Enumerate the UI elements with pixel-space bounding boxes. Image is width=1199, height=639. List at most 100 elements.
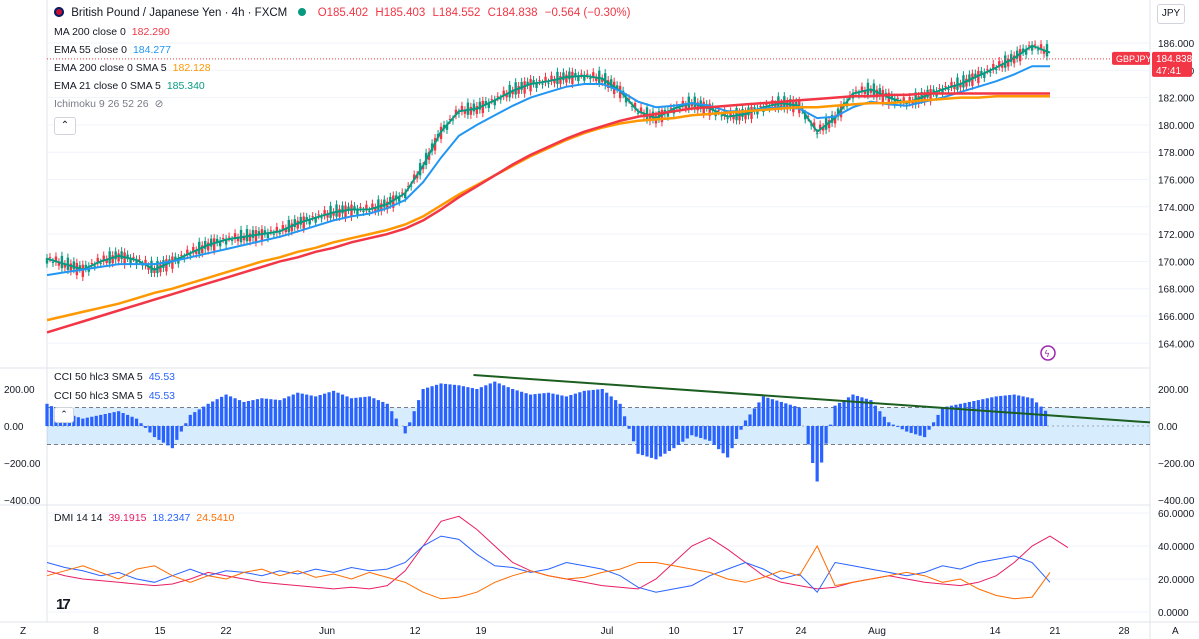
- cci-bar: [573, 393, 577, 426]
- cci-bar: [493, 381, 497, 426]
- cci-bar: [94, 415, 98, 426]
- candle-body: [99, 262, 102, 264]
- legend-cci-2[interactable]: CCI 50 hlc3 SMA 5 45.53: [54, 390, 175, 403]
- legend-ema55[interactable]: EMA 55 close 0 184.277: [54, 44, 171, 57]
- zoom-left-button[interactable]: Z: [20, 626, 26, 637]
- candle-body: [932, 89, 935, 93]
- candle-body: [48, 257, 52, 259]
- candle-body: [678, 108, 682, 110]
- candle-body: [830, 114, 834, 123]
- price-pane[interactable]: ϟ: [45, 39, 1150, 361]
- candle-body: [451, 119, 455, 121]
- cci-bar: [1039, 406, 1043, 426]
- cci-bar: [645, 426, 649, 457]
- candle-body: [1036, 49, 1040, 51]
- cci-bar: [945, 406, 949, 426]
- cci-bar: [112, 412, 116, 426]
- price-tick-label: 176.000: [1158, 176, 1195, 187]
- cci-bar: [846, 397, 851, 426]
- collapse-cci-button[interactable]: ⌃: [54, 407, 74, 423]
- cci-bar: [967, 401, 972, 426]
- candle-body: [875, 89, 879, 98]
- cci-bar: [291, 394, 295, 426]
- lightning-icon[interactable]: [1040, 345, 1056, 361]
- candle-body: [1015, 50, 1019, 59]
- cci-bar: [475, 389, 479, 426]
- candle-body: [445, 124, 449, 130]
- cci-bar: [1026, 397, 1030, 426]
- price-tick-label: 170.000: [1158, 257, 1195, 268]
- cci-bar: [385, 403, 389, 426]
- legend-ma200[interactable]: MA 200 close 0 182.290: [54, 26, 170, 39]
- candle-body: [75, 262, 79, 276]
- candle-body: [409, 185, 413, 187]
- cci-bar: [488, 383, 492, 426]
- candle-body: [821, 127, 825, 131]
- cci-bar: [157, 426, 161, 440]
- candle-body: [741, 109, 744, 117]
- candle-body: [950, 81, 953, 88]
- cci-bar: [1008, 395, 1012, 426]
- cci-bar: [372, 398, 376, 426]
- legend-ma200-label: MA 200 close 0: [54, 26, 126, 38]
- cci-bar: [631, 426, 636, 442]
- cci-tick-label: −400.00: [1158, 496, 1195, 507]
- cci-bar: [784, 403, 788, 426]
- tradingview-logo[interactable]: 17: [56, 596, 71, 613]
- candle-body: [944, 86, 947, 88]
- legend-ichimoku[interactable]: Ichimoku 9 26 52 26 ⊘: [54, 98, 163, 111]
- cci-pane[interactable]: [45, 374, 1151, 482]
- candle-body: [323, 210, 326, 216]
- candle-body: [389, 196, 392, 205]
- legend-cci-1[interactable]: CCI 50 hlc3 SMA 5 45.53: [54, 371, 175, 384]
- candle-body: [974, 73, 977, 78]
- legend-cci-label-1: CCI 50 hlc3 SMA 5: [54, 371, 143, 383]
- legend-dmi[interactable]: DMI 14 14 39.1915 18.2347 24.5410: [54, 512, 234, 525]
- cci-bar: [546, 392, 551, 426]
- time-tick-label: 19: [475, 626, 487, 637]
- candle-body: [774, 104, 777, 108]
- legend-cci-value-2: 45.53: [148, 390, 175, 402]
- cci-bar: [896, 426, 900, 427]
- candle-body: [314, 217, 317, 223]
- cci-bar: [636, 426, 640, 454]
- candle-body: [633, 102, 637, 109]
- candle-body: [386, 201, 389, 210]
- candle-body: [57, 262, 61, 266]
- legend-ema21[interactable]: EMA 21 close 0 SMA 5 185.340: [54, 80, 205, 93]
- cci-bar: [860, 397, 864, 426]
- candle-body: [965, 78, 968, 87]
- candle-body: [114, 251, 117, 260]
- eye-hidden-icon[interactable]: ⊘: [154, 98, 164, 110]
- cci-bar: [421, 389, 425, 426]
- cci-bar: [609, 396, 613, 426]
- cci-bar: [820, 426, 824, 463]
- cci-bar: [470, 388, 474, 426]
- ohlc-change: −0.564 (−0.30%): [544, 7, 631, 19]
- candle-body: [598, 70, 601, 83]
- candle-body: [971, 73, 974, 86]
- cci-bar: [963, 402, 967, 426]
- candle-body: [911, 100, 914, 105]
- candle-body: [523, 81, 526, 94]
- candle-body: [759, 105, 762, 107]
- collapse-legend-button[interactable]: ⌃: [54, 117, 76, 135]
- legend-ema200[interactable]: EMA 200 close 0 SMA 5 182.128: [54, 62, 211, 75]
- dmi-pane[interactable]: [46, 515, 1069, 600]
- price-tick-label: 174.000: [1158, 203, 1195, 214]
- candle-body: [977, 70, 980, 84]
- cci-bar: [578, 392, 582, 426]
- candle-body: [111, 255, 114, 264]
- cci-bar: [972, 401, 976, 426]
- auto-scale-button[interactable]: A: [1172, 626, 1179, 637]
- candle-body: [454, 109, 458, 116]
- cci-bar: [166, 426, 170, 446]
- candle-body: [66, 257, 70, 270]
- currency-button[interactable]: JPY: [1157, 4, 1185, 24]
- candle-body: [559, 76, 562, 84]
- cci-bar: [390, 411, 394, 426]
- price-tick-label: 172.000: [1158, 230, 1195, 241]
- time-tick-label: 15: [154, 626, 166, 637]
